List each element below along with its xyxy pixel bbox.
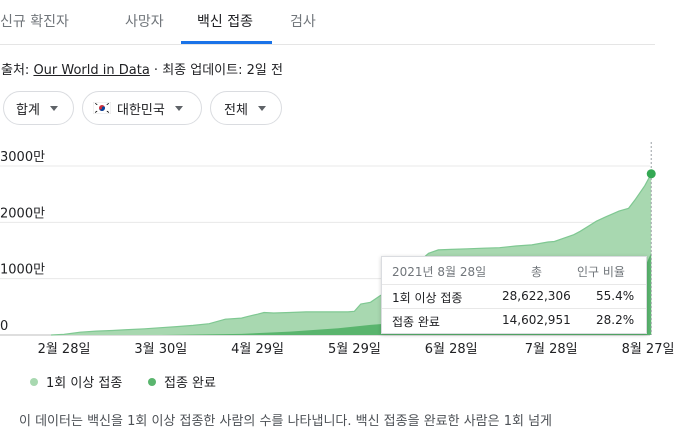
last-updated: · 최종 업데이트: 2일 전 [149, 63, 283, 78]
x-tick-label: 3월 30일 [134, 342, 187, 357]
x-tick-label: 5월 29일 [328, 342, 381, 357]
tooltip-col-total: 총 [531, 265, 543, 279]
tooltip-header: 2021년 8월 28일 총 인구 비율 [382, 263, 646, 285]
chevron-down-icon [49, 105, 58, 111]
legend-label-fully: 접종 완료 [164, 376, 216, 391]
tooltip-row-label: 1회 이상 접종 [392, 291, 463, 305]
total-dropdown-label: 합계 [16, 102, 40, 118]
chevron-down-icon [174, 105, 183, 111]
y-tick-label: 0 [0, 319, 8, 334]
source-line: 출처: Our World in Data · 최종 업데이트: 2일 전 [1, 59, 283, 78]
legend-label-first-dose: 1회 이상 접종 [46, 376, 123, 391]
source-link[interactable]: Our World in Data [33, 63, 150, 78]
range-dropdown-label: 전체 [224, 102, 248, 118]
y-tick-label: 2000만 [0, 206, 45, 221]
korea-flag-icon [93, 102, 111, 114]
legend-fully: 접종 완료 [148, 372, 216, 391]
x-tick-label: 6월 28일 [425, 342, 478, 357]
tooltip-date: 2021년 8월 28일 [392, 265, 487, 279]
y-tick-label: 3000만 [0, 150, 45, 165]
hover-point-first-dose [646, 169, 656, 179]
tab-deaths[interactable]: 사망자 [125, 14, 164, 30]
y-tick-label: 1000만 [0, 263, 45, 278]
x-tick-label: 8월 27일 [622, 342, 675, 357]
chart-marks [646, 142, 656, 335]
x-tick-label: 7월 28일 [525, 342, 578, 357]
legend-dot-first-dose [30, 377, 38, 386]
tooltip-row-label: 접종 완료 [392, 315, 440, 329]
tab-new-cases[interactable]: 신규 확진자 [0, 14, 69, 30]
chart-tooltip: 2021년 8월 28일 총 인구 비율 1회 이상 접종 28,622,306… [381, 256, 647, 334]
tooltip-row-first-dose: 1회 이상 접종 28,622,306 55.4% [382, 289, 646, 311]
tab-vaccinations[interactable]: 백신 접종 [197, 14, 253, 30]
x-tick-label: 2월 28일 [38, 342, 91, 357]
tooltip-row-fully: 접종 완료 14,602,951 28.2% [382, 313, 646, 335]
tooltip-row-ratio: 28.2% [596, 313, 635, 327]
tooltip-row-ratio: 55.4% [596, 289, 635, 303]
source-prefix: 출처: [1, 63, 34, 78]
y-axis-ticks: 0 1000만 2000만 3000만 [0, 150, 45, 334]
country-dropdown[interactable]: 대한민국 [82, 91, 202, 125]
tab-bar: 신규 확진자 사망자 백신 접종 검사 [0, 0, 655, 45]
tooltip-row-total: 28,622,306 [502, 289, 571, 303]
x-tick-label: 4월 29일 [231, 342, 284, 357]
legend-first-dose: 1회 이상 접종 [30, 372, 122, 391]
legend-dot-fully [148, 377, 156, 386]
chevron-down-icon [257, 105, 266, 111]
tab-tests[interactable]: 검사 [290, 14, 316, 30]
active-tab-indicator [181, 41, 272, 44]
tooltip-col-ratio: 인구 비율 [577, 265, 625, 279]
country-dropdown-label: 대한민국 [117, 102, 165, 118]
x-axis-ticks: 2월 28일 3월 30일 4월 29일 5월 29일 6월 28일 7월 28일 8월 2… [38, 342, 675, 357]
tooltip-row-total: 14,602,951 [502, 313, 571, 327]
total-dropdown[interactable]: 합계 [3, 91, 74, 125]
range-dropdown[interactable]: 전체 [210, 91, 282, 125]
description-text: 이 데이터는 백신을 1회 이상 접종한 사람의 수를 나타냅니다. 백신 접종… [19, 414, 553, 429]
